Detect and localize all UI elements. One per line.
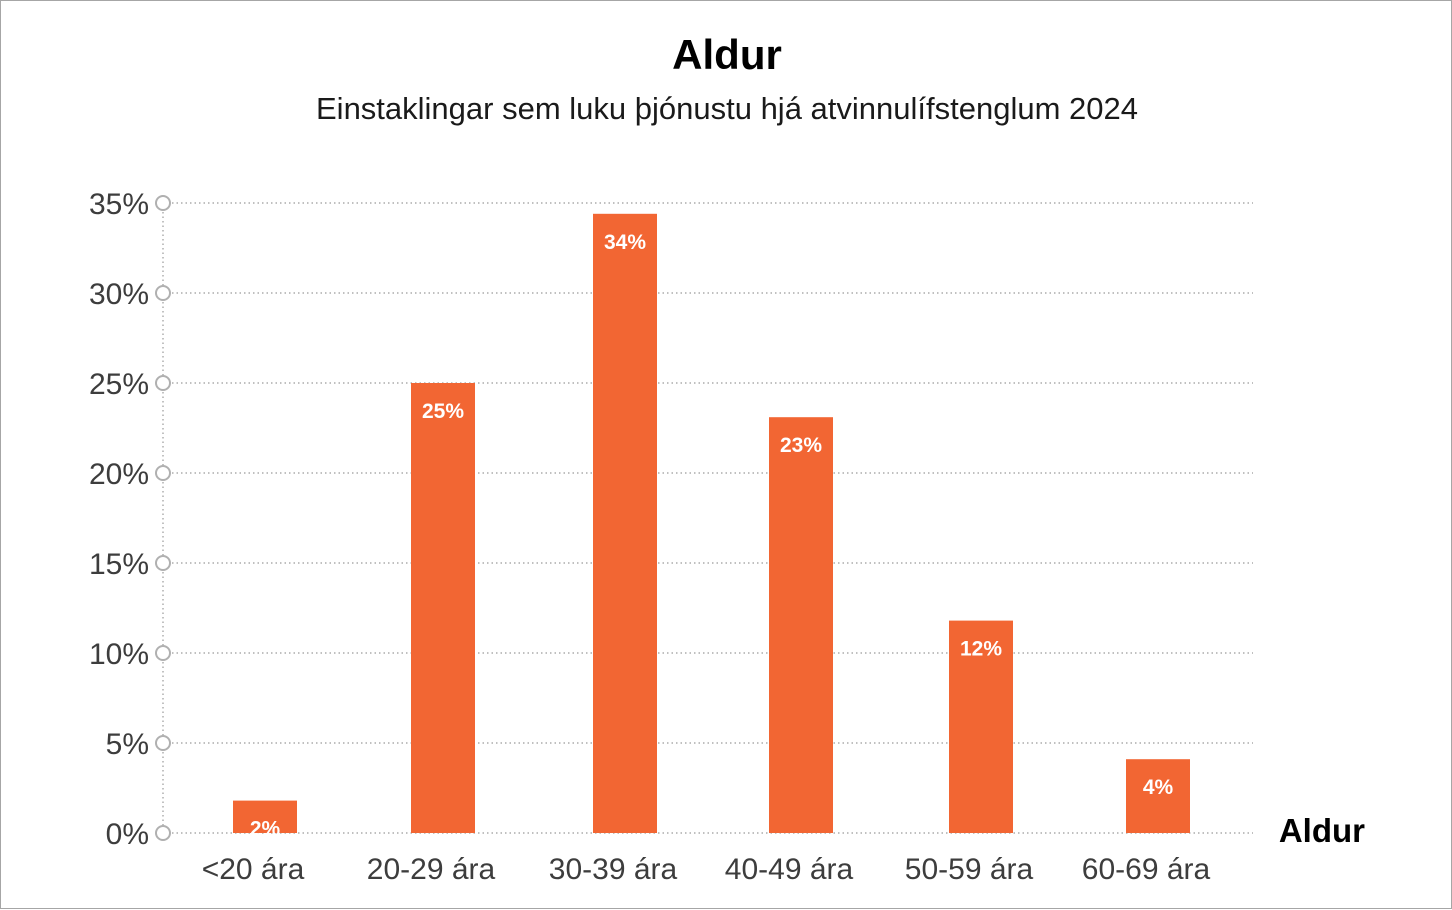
bar [233, 800, 297, 833]
x-tick-label: 60-69 ára [1082, 853, 1211, 886]
y-tick-marker [155, 555, 171, 571]
bar-data-label: 25% [422, 400, 464, 423]
y-tick-marker [155, 825, 171, 841]
y-tick-marker [155, 195, 171, 211]
y-tick-marker [155, 375, 171, 391]
y-tick-marker [155, 645, 171, 661]
y-tick-label: 15% [89, 548, 149, 581]
y-tick-label: 5% [106, 728, 149, 761]
bar-data-label: 34% [604, 231, 646, 254]
bar [769, 417, 833, 833]
y-tick-label: 30% [89, 278, 149, 311]
y-tick-marker [155, 285, 171, 301]
x-tick-label: <20 ára [202, 853, 305, 886]
bar-data-label: 23% [780, 434, 822, 457]
y-tick-label: 10% [89, 638, 149, 671]
x-axis-label: Aldur [1279, 812, 1365, 849]
x-tick-label: 40-49 ára [725, 853, 854, 886]
x-tick-label: 50-59 ára [905, 853, 1034, 886]
y-tick-label: 20% [89, 458, 149, 491]
chart-title: Aldur [672, 31, 782, 78]
bar [1126, 759, 1190, 833]
bar [593, 213, 657, 834]
y-tick-label: 35% [89, 188, 149, 221]
y-tick-label: 0% [106, 818, 149, 851]
x-tick-label: 30-39 ára [549, 853, 678, 886]
bar-data-label: 12% [960, 638, 1002, 661]
y-tick-marker [155, 465, 171, 481]
bar-data-label: 2% [250, 818, 281, 841]
y-tick-label: 25% [89, 368, 149, 401]
bar [411, 383, 475, 833]
bar [949, 620, 1013, 833]
chart-subtitle: Einstaklingar sem luku þjónustu hjá atvi… [316, 91, 1138, 126]
y-tick-marker [155, 735, 171, 751]
bar-data-label: 4% [1143, 776, 1174, 799]
x-tick-label: 20-29 ára [367, 853, 496, 886]
